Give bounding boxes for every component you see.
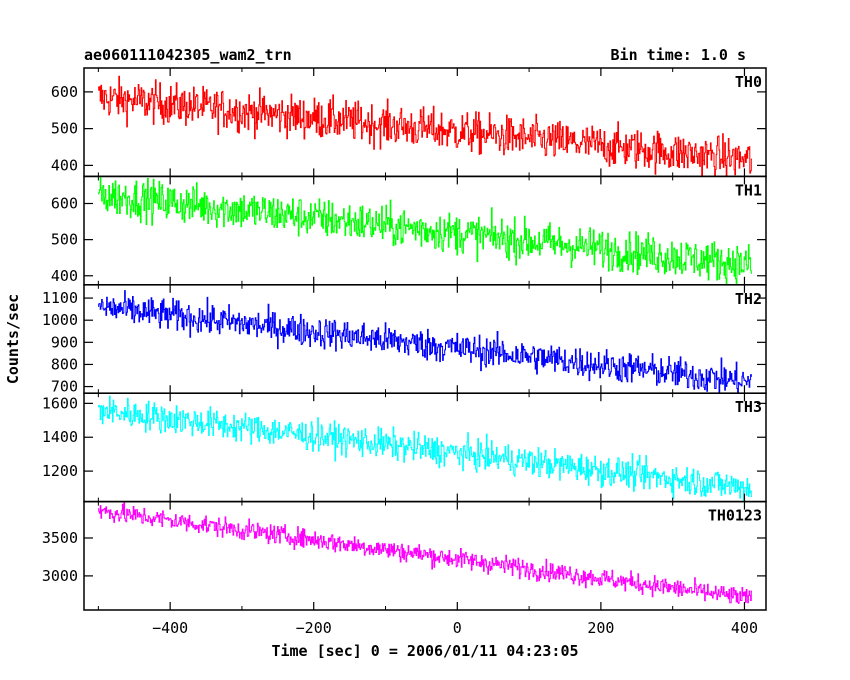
chart-title: ae060111042305_wam2_trn xyxy=(84,46,292,64)
y-tick-label: 400 xyxy=(51,156,78,174)
y-tick-label: 400 xyxy=(51,267,78,285)
y-tick-label: 3500 xyxy=(42,529,78,547)
panel-label-th3: TH3 xyxy=(735,398,762,416)
series-line-th3 xyxy=(98,395,752,502)
y-tick-label: 1100 xyxy=(42,289,78,307)
y-tick-label: 600 xyxy=(51,83,78,101)
panel-label-th0123: TH0123 xyxy=(708,507,762,525)
y-tick-label: 500 xyxy=(51,120,78,138)
y-tick-label: 1000 xyxy=(42,311,78,329)
y-tick-label: 900 xyxy=(51,333,78,351)
panel-frame xyxy=(83,284,767,394)
y-tick-label: 700 xyxy=(51,378,78,396)
y-tick-label: 1200 xyxy=(42,462,78,480)
panel-frame xyxy=(83,500,767,611)
x-tick-label: 200 xyxy=(587,619,614,637)
x-tick-label: −400 xyxy=(152,619,188,637)
x-axis-label: Time [sec] 0 = 2006/01/11 04:23:05 xyxy=(271,642,578,660)
y-axis-label: Counts/sec xyxy=(4,294,22,384)
x-tick-label: 0 xyxy=(453,619,462,637)
x-tick-label: −200 xyxy=(296,619,332,637)
series-line-th0 xyxy=(98,75,752,177)
y-tick-label: 1600 xyxy=(42,394,78,412)
series-line-th2 xyxy=(98,290,752,394)
panel-label-th1: TH1 xyxy=(735,181,762,199)
bin-time-label: Bin time: 1.0 s xyxy=(611,46,746,64)
y-tick-label: 500 xyxy=(51,231,78,249)
y-tick-label: 600 xyxy=(51,195,78,213)
y-tick-label: 800 xyxy=(51,355,78,373)
series-line-th1 xyxy=(98,176,752,285)
x-tick-label: 400 xyxy=(731,619,758,637)
series-line-th0123 xyxy=(98,502,752,604)
y-tick-label: 1400 xyxy=(42,428,78,446)
panel-label-th2: TH2 xyxy=(735,290,762,308)
y-tick-label: 3000 xyxy=(42,567,78,585)
panels-group: 400 500 600 TH0 400 500 600 TH1 700 800 900 1000 110… xyxy=(42,67,767,637)
panel-label-th0: TH0 xyxy=(735,73,762,91)
